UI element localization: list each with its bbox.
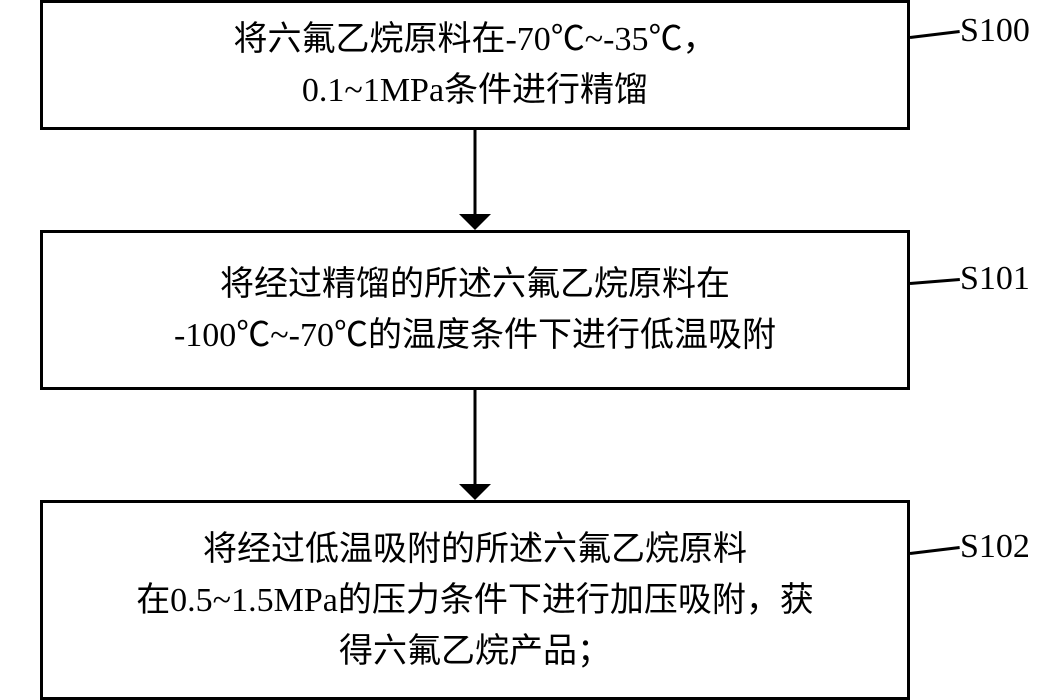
step-box-s100: 将六氟乙烷原料在-70℃~-35℃， 0.1~1MPa条件进行精馏	[40, 0, 910, 130]
step-label-s101: S101	[960, 260, 1030, 298]
step-box-s101: 将经过精馏的所述六氟乙烷原料在 -100℃~-70℃的温度条件下进行低温吸附	[40, 230, 910, 390]
step-label-s102: S102	[960, 528, 1030, 566]
label-connector-s102	[910, 546, 960, 555]
step-text-s100-l1: 将六氟乙烷原料在-70℃~-35℃，	[233, 14, 716, 65]
step-box-s102: 将经过低温吸附的所述六氟乙烷原料 在0.5~1.5MPa的压力条件下进行加压吸附…	[40, 500, 910, 700]
step-label-s100: S100	[960, 12, 1030, 50]
step-text-s100-l2: 0.1~1MPa条件进行精馏	[302, 65, 648, 116]
flowchart-canvas: 将六氟乙烷原料在-70℃~-35℃， 0.1~1MPa条件进行精馏 S100 将…	[0, 0, 1049, 700]
label-connector-s101	[910, 278, 960, 285]
step-text-s102-l2: 在0.5~1.5MPa的压力条件下进行加压吸附，获	[136, 575, 814, 626]
step-text-s101-l2: -100℃~-70℃的温度条件下进行低温吸附	[174, 310, 776, 361]
step-text-s102-l1: 将经过低温吸附的所述六氟乙烷原料	[203, 524, 747, 575]
label-connector-s100	[910, 30, 960, 39]
step-text-s101-l1: 将经过精馏的所述六氟乙烷原料在	[220, 259, 730, 310]
step-text-s102-l3: 得六氟乙烷产品；	[339, 626, 611, 677]
